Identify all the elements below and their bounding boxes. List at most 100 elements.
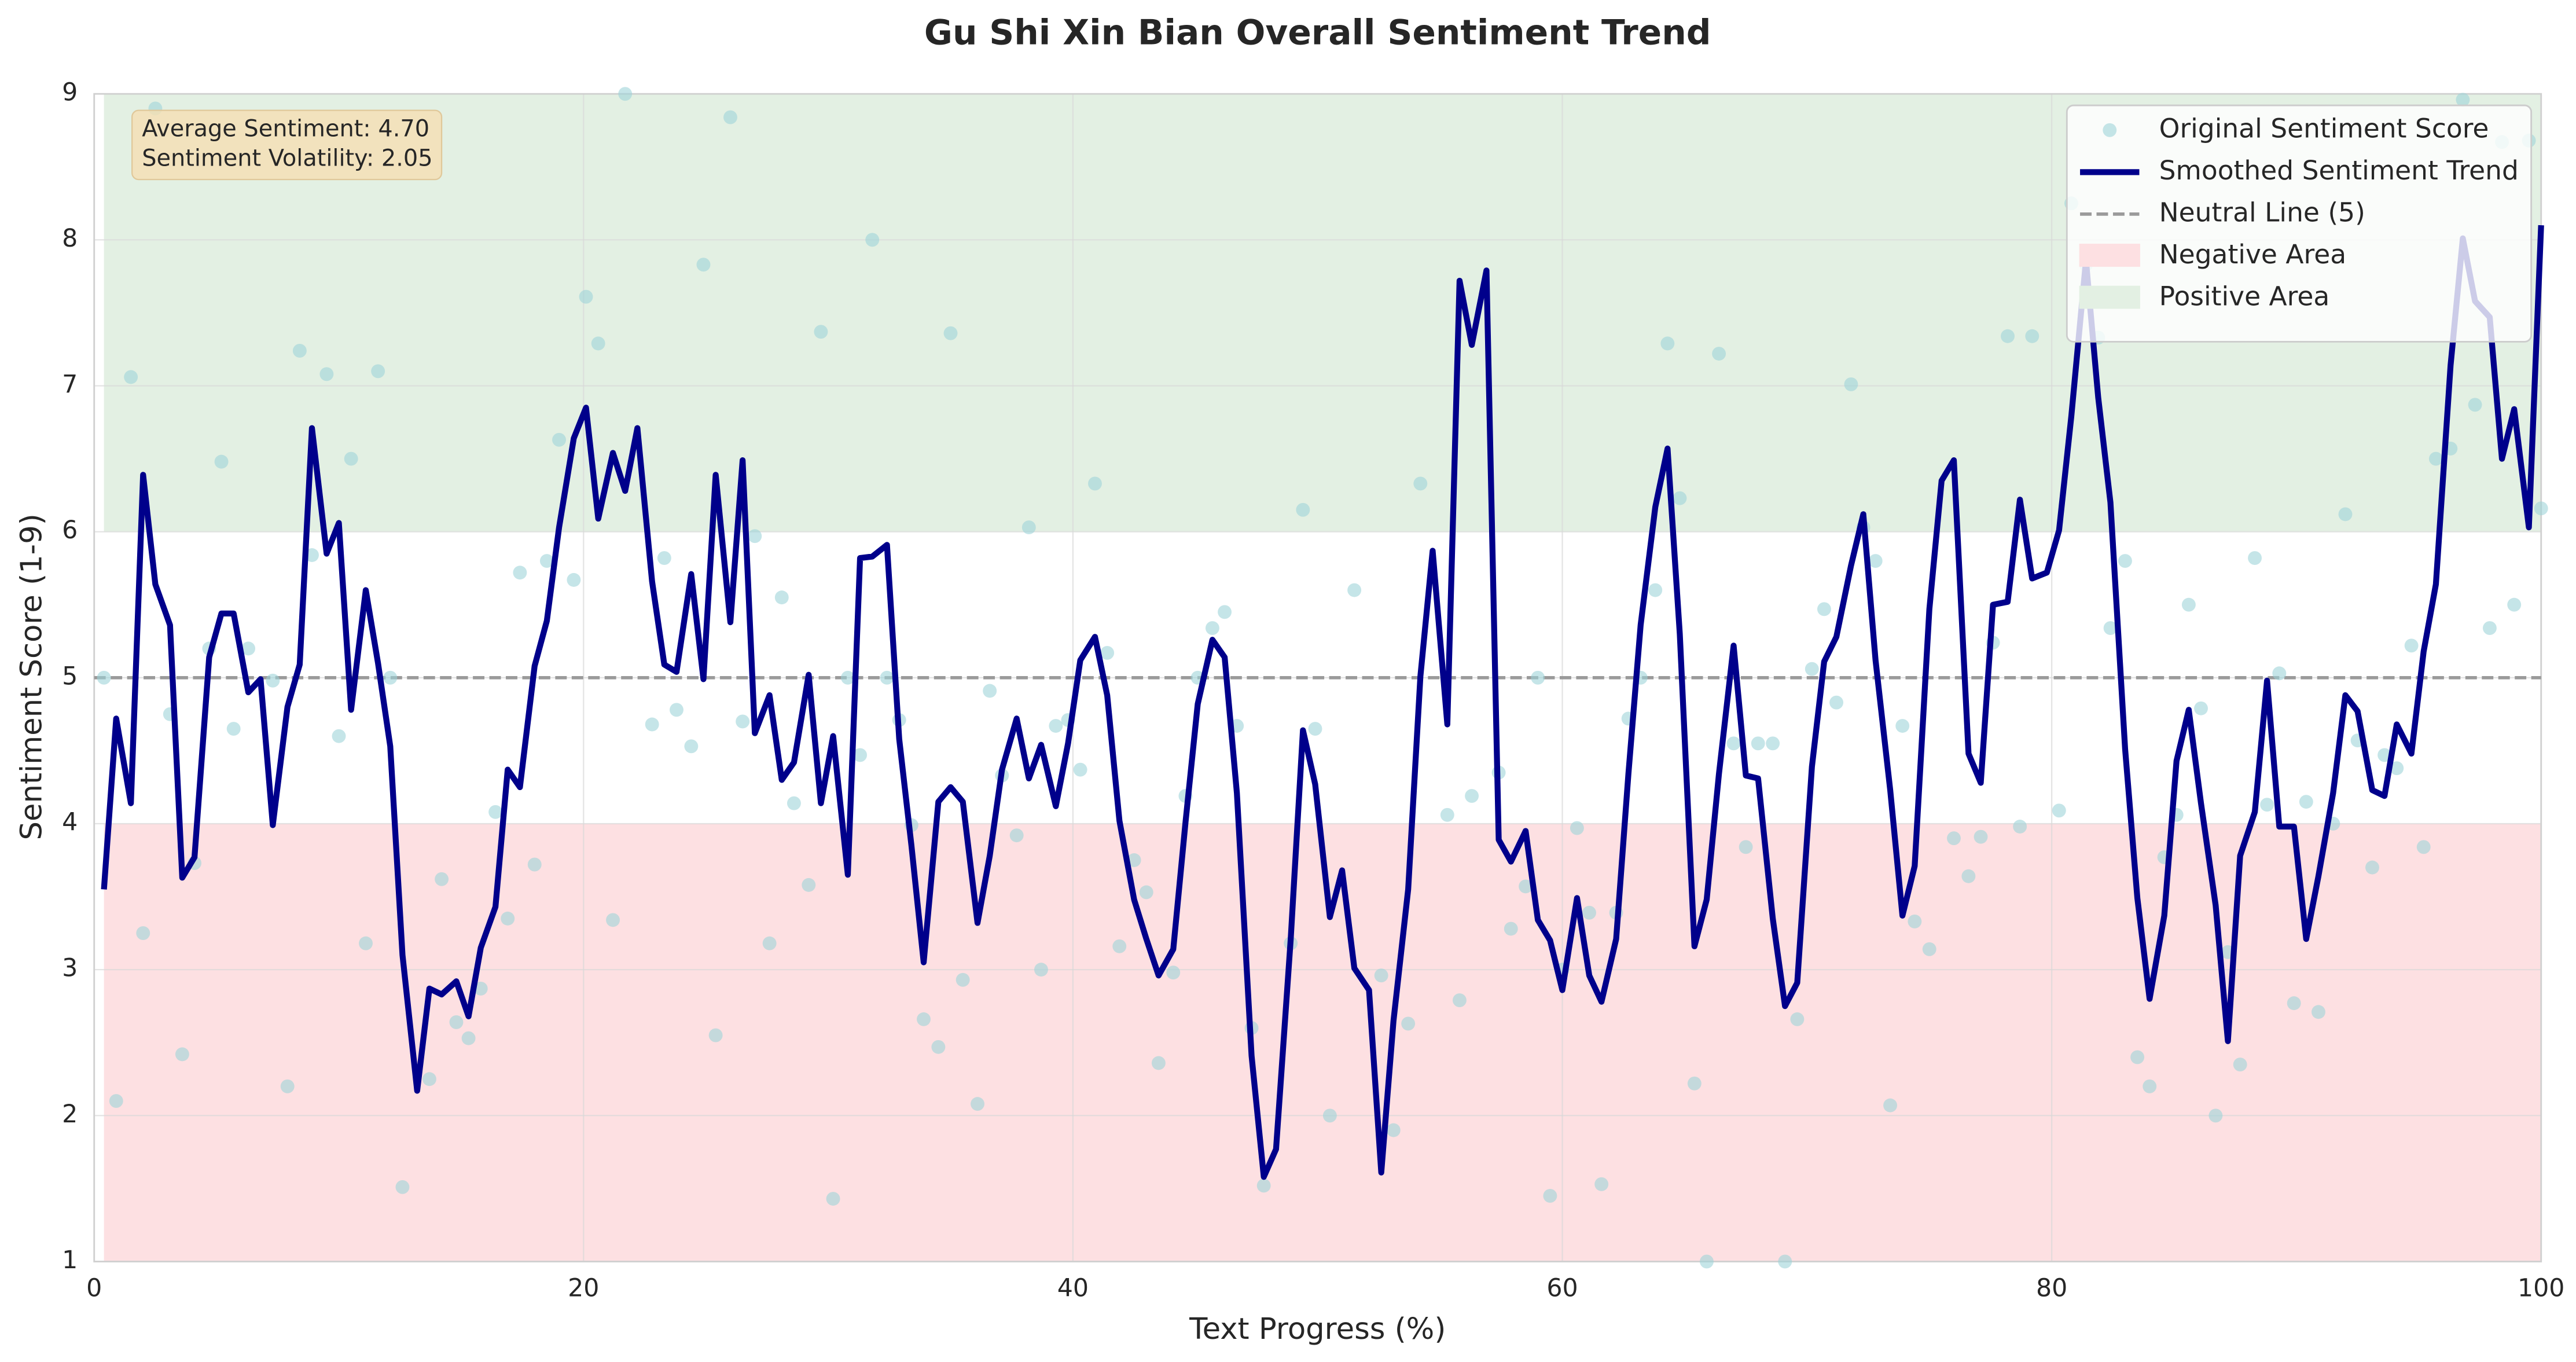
scatter-point <box>723 110 737 124</box>
scatter-point <box>1440 807 1454 822</box>
scatter-point <box>736 714 750 729</box>
scatter-point <box>136 926 150 941</box>
scatter-point <box>1974 829 1988 844</box>
scatter-point <box>1883 1098 1898 1113</box>
scatter-point <box>383 670 398 685</box>
scatter-point <box>422 1072 436 1086</box>
scatter-point <box>917 1012 931 1026</box>
scatter-point <box>1726 736 1741 751</box>
scatter-point <box>657 551 671 565</box>
scatter-point <box>292 344 307 358</box>
scatter-point <box>1844 377 1858 391</box>
scatter-point <box>2208 1108 2223 1123</box>
scatter-point <box>2025 329 2040 343</box>
scatter-point <box>2248 551 2262 565</box>
scatter-point <box>2428 451 2443 466</box>
scatter-point <box>2052 803 2066 818</box>
scatter-point <box>319 367 334 381</box>
scatter-point <box>2482 621 2497 636</box>
scatter-point <box>2299 795 2313 809</box>
scatter-point <box>2338 507 2353 522</box>
scatter-point <box>332 729 346 743</box>
scatter-point <box>2118 554 2132 568</box>
chart-title: Gu Shi Xin Bian Overall Sentiment Trend <box>924 13 1711 53</box>
scatter-point <box>645 717 659 732</box>
scatter-point <box>853 748 868 762</box>
scatter-point <box>1868 554 1883 568</box>
scatter-point <box>762 936 777 950</box>
x-tick-label: 100 <box>2518 1273 2564 1302</box>
scatter-point <box>971 1097 984 1111</box>
scatter-point <box>2181 597 2196 612</box>
scatter-point <box>1805 662 1819 676</box>
scatter-point <box>1139 885 1153 900</box>
annotation-background <box>131 109 443 181</box>
scatter-point <box>1256 1179 1271 1193</box>
scatter-point <box>226 722 241 736</box>
scatter-point <box>2404 638 2419 653</box>
scatter-point <box>175 1047 189 1062</box>
x-tick-label: 60 <box>1546 1273 1578 1302</box>
scatter-point <box>1790 1012 1805 1026</box>
scatter-point <box>488 805 503 819</box>
scatter-point <box>1088 476 1102 491</box>
scatter-point <box>1700 1254 1714 1269</box>
legend-label: Original Sentiment Score <box>2159 113 2489 144</box>
scatter-point <box>931 1040 946 1054</box>
legend-label: Positive Area <box>2159 281 2330 311</box>
scatter-point <box>1322 1108 1337 1123</box>
scatter-point <box>591 336 605 351</box>
scatter-point <box>2287 996 2301 1011</box>
scatter-point <box>241 641 256 656</box>
scatter-point <box>748 529 762 544</box>
legend-label: Neutral Line (5) <box>2159 197 2365 227</box>
scatter-point <box>880 670 894 685</box>
scatter-point <box>1908 914 1922 928</box>
scatter-point <box>359 936 373 950</box>
scatter-point <box>527 857 542 872</box>
annotation-text: Average Sentiment: 4.70 <box>142 115 429 142</box>
scatter-point <box>2312 1005 2325 1019</box>
scatter-point <box>708 1028 723 1042</box>
scatter-point <box>956 972 970 987</box>
scatter-point <box>1895 719 1910 733</box>
scatter-point <box>2194 701 2208 715</box>
scatter-point <box>802 878 816 892</box>
scatter-point <box>449 1015 464 1029</box>
scatter-point <box>2001 329 2015 343</box>
scatter-point <box>1582 905 1596 920</box>
scatter-point <box>1347 583 1362 597</box>
y-tick-label: 5 <box>62 662 78 691</box>
scatter-point <box>214 454 229 469</box>
scatter-point <box>1739 840 1753 854</box>
scatter-point <box>1465 789 1479 803</box>
scatter-point <box>1673 491 1687 505</box>
scatter-point <box>2390 761 2404 776</box>
scatter-point <box>1570 821 1584 835</box>
scatter-point <box>1504 922 1518 936</box>
scatter-point <box>1401 1016 1416 1031</box>
scatter-point <box>1660 336 1675 351</box>
scatter-point <box>670 703 683 717</box>
x-tick-label: 40 <box>1057 1273 1089 1302</box>
scatter-point <box>2233 1058 2247 1071</box>
scatter-point <box>1531 670 1545 685</box>
scatter-point <box>2365 860 2379 875</box>
scatter-point <box>1166 965 1181 980</box>
scatter-point <box>2416 840 2431 854</box>
scatter-point <box>606 913 620 927</box>
scatter-point <box>1751 736 1765 751</box>
scatter-point <box>684 739 699 754</box>
scatter-point <box>696 258 711 272</box>
scatter-point <box>1386 1123 1401 1137</box>
legend-swatch <box>2079 244 2140 267</box>
scatter-point <box>1961 869 1976 883</box>
y-tick-label: 6 <box>62 516 78 545</box>
scatter-point <box>774 590 789 605</box>
scatter-point <box>109 1094 123 1108</box>
scatter-point <box>1519 879 1533 894</box>
y-tick-label: 9 <box>62 78 78 107</box>
scatter-point <box>1947 831 1961 846</box>
scatter-point <box>1009 828 1024 843</box>
scatter-point <box>1413 476 1428 491</box>
